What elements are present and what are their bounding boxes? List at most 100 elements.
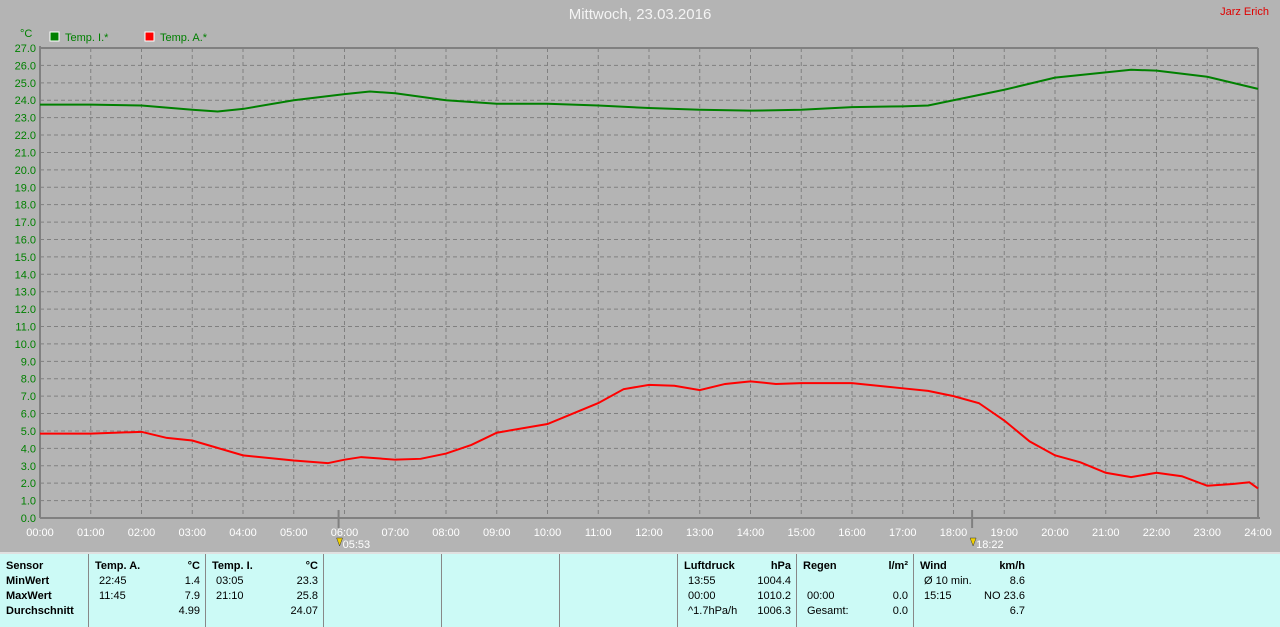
y-tick-label: 27.0 — [15, 43, 36, 55]
x-tick-label: 16:00 — [838, 527, 866, 539]
stats-value: 0.0 — [893, 590, 908, 602]
stats-value: hPa — [771, 560, 791, 572]
stats-column — [323, 554, 442, 627]
y-tick-label: 6.0 — [21, 409, 36, 421]
y-tick-label: 23.0 — [15, 113, 36, 125]
stats-header: Sensor — [6, 560, 82, 575]
stats-value: 25.8 — [297, 590, 318, 602]
x-tick-label: 01:00 — [77, 527, 105, 539]
stats-value: 4.99 — [179, 605, 200, 617]
y-tick-label: 26.0 — [15, 60, 36, 72]
x-tick-label: 22:00 — [1143, 527, 1171, 539]
x-tick-label: 04:00 — [229, 527, 257, 539]
stats-row: 00:00 0.0 — [803, 590, 908, 605]
stats-value: 7.9 — [185, 590, 200, 602]
stats-label: 13:55 — [688, 575, 716, 587]
x-tick-label: 10:00 — [534, 527, 562, 539]
x-tick-label: 08:00 — [432, 527, 460, 539]
stats-column — [559, 554, 678, 627]
y-tick-label: 13.0 — [15, 287, 36, 299]
stats-label: 00:00 — [807, 590, 835, 602]
stats-value: 1006.3 — [757, 605, 791, 617]
x-tick-label: 02:00 — [128, 527, 156, 539]
stats-label: 21:10 — [216, 590, 244, 602]
y-tick-label: 21.0 — [15, 147, 36, 159]
stats-value: 0.0 — [893, 605, 908, 617]
stats-label: 00:00 — [688, 590, 716, 602]
stats-label: 22:45 — [99, 575, 127, 587]
stats-header: Regen l/m² — [803, 560, 908, 575]
y-tick-label: 3.0 — [21, 461, 36, 473]
stats-value: 6.7 — [1010, 605, 1025, 617]
x-tick-label: 13:00 — [686, 527, 714, 539]
stats-row: 00:00 1010.2 — [684, 590, 791, 605]
stats-header: Temp. A.°C — [95, 560, 200, 575]
y-tick-label: 11.0 — [15, 322, 36, 334]
x-tick-label: 09:00 — [483, 527, 511, 539]
stats-value: 1010.2 — [757, 590, 791, 602]
stats-value: 8.6 — [1010, 575, 1025, 587]
stats-label: 15:15 — [924, 590, 952, 602]
y-axis-unit: °C — [20, 28, 32, 40]
stats-label: Regen — [803, 560, 837, 572]
stats-value: l/m² — [888, 560, 908, 572]
x-tick-label: 19:00 — [990, 527, 1018, 539]
stats-row: Ø 10 min. 8.6 — [920, 575, 1025, 590]
stats-row — [803, 575, 908, 590]
stats-header: Temp. I.°C — [212, 560, 318, 575]
legend-label: Temp. I.* — [65, 32, 109, 44]
x-tick-label: 18:00 — [940, 527, 968, 539]
x-tick-label: 14:00 — [737, 527, 765, 539]
stats-row: 21:10 25.8 — [212, 590, 318, 605]
stats-row: MaxWert — [6, 590, 82, 605]
y-tick-label: 24.0 — [15, 95, 36, 107]
legend-swatch — [145, 32, 154, 41]
stats-value: 24.07 — [290, 605, 318, 617]
y-tick-label: 5.0 — [21, 426, 36, 438]
x-tick-label: 05:00 — [280, 527, 308, 539]
stats-label: Ø 10 min. — [924, 575, 972, 587]
stats-row: Durchschnitt — [6, 605, 82, 620]
y-tick-label: 8.0 — [21, 374, 36, 386]
x-tick-label: 17:00 — [889, 527, 917, 539]
x-tick-label: 20:00 — [1041, 527, 1069, 539]
x-tick-label: 07:00 — [381, 527, 409, 539]
stats-value: NO 23.6 — [984, 590, 1025, 602]
stats-label: ^1.7hPa/h — [688, 605, 737, 617]
stats-header — [566, 560, 672, 575]
y-tick-label: 16.0 — [15, 234, 36, 246]
y-tick-label: 12.0 — [15, 304, 36, 316]
legend-label: Temp. A.* — [160, 32, 208, 44]
stats-column: Wind km/h Ø 10 min. 8.6 15:15 NO 23.6 6.7 — [913, 554, 1031, 627]
y-tick-label: 0.0 — [21, 513, 36, 525]
stats-row: MinWert — [6, 575, 82, 590]
y-tick-label: 2.0 — [21, 478, 36, 490]
stats-label: Wind — [920, 560, 947, 572]
y-tick-label: 10.0 — [15, 339, 36, 351]
stats-header — [448, 560, 554, 575]
sunset-time: 18:22 — [976, 539, 1004, 551]
stats-label: MinWert — [6, 575, 49, 587]
x-tick-label: 06:00 — [331, 527, 359, 539]
stats-value: °C — [306, 560, 318, 572]
x-tick-label: 23:00 — [1193, 527, 1221, 539]
stats-label: Luftdruck — [684, 560, 735, 572]
stats-header: Wind km/h — [920, 560, 1025, 575]
stats-value: km/h — [999, 560, 1025, 572]
stats-row: 4.99 — [95, 605, 200, 620]
x-tick-label: 12:00 — [635, 527, 663, 539]
y-tick-label: 19.0 — [15, 182, 36, 194]
y-tick-label: 9.0 — [21, 356, 36, 368]
x-tick-label: 11:00 — [585, 527, 612, 539]
stats-row: 24.07 — [212, 605, 318, 620]
stats-value: °C — [188, 560, 200, 572]
y-tick-label: 25.0 — [15, 78, 36, 90]
